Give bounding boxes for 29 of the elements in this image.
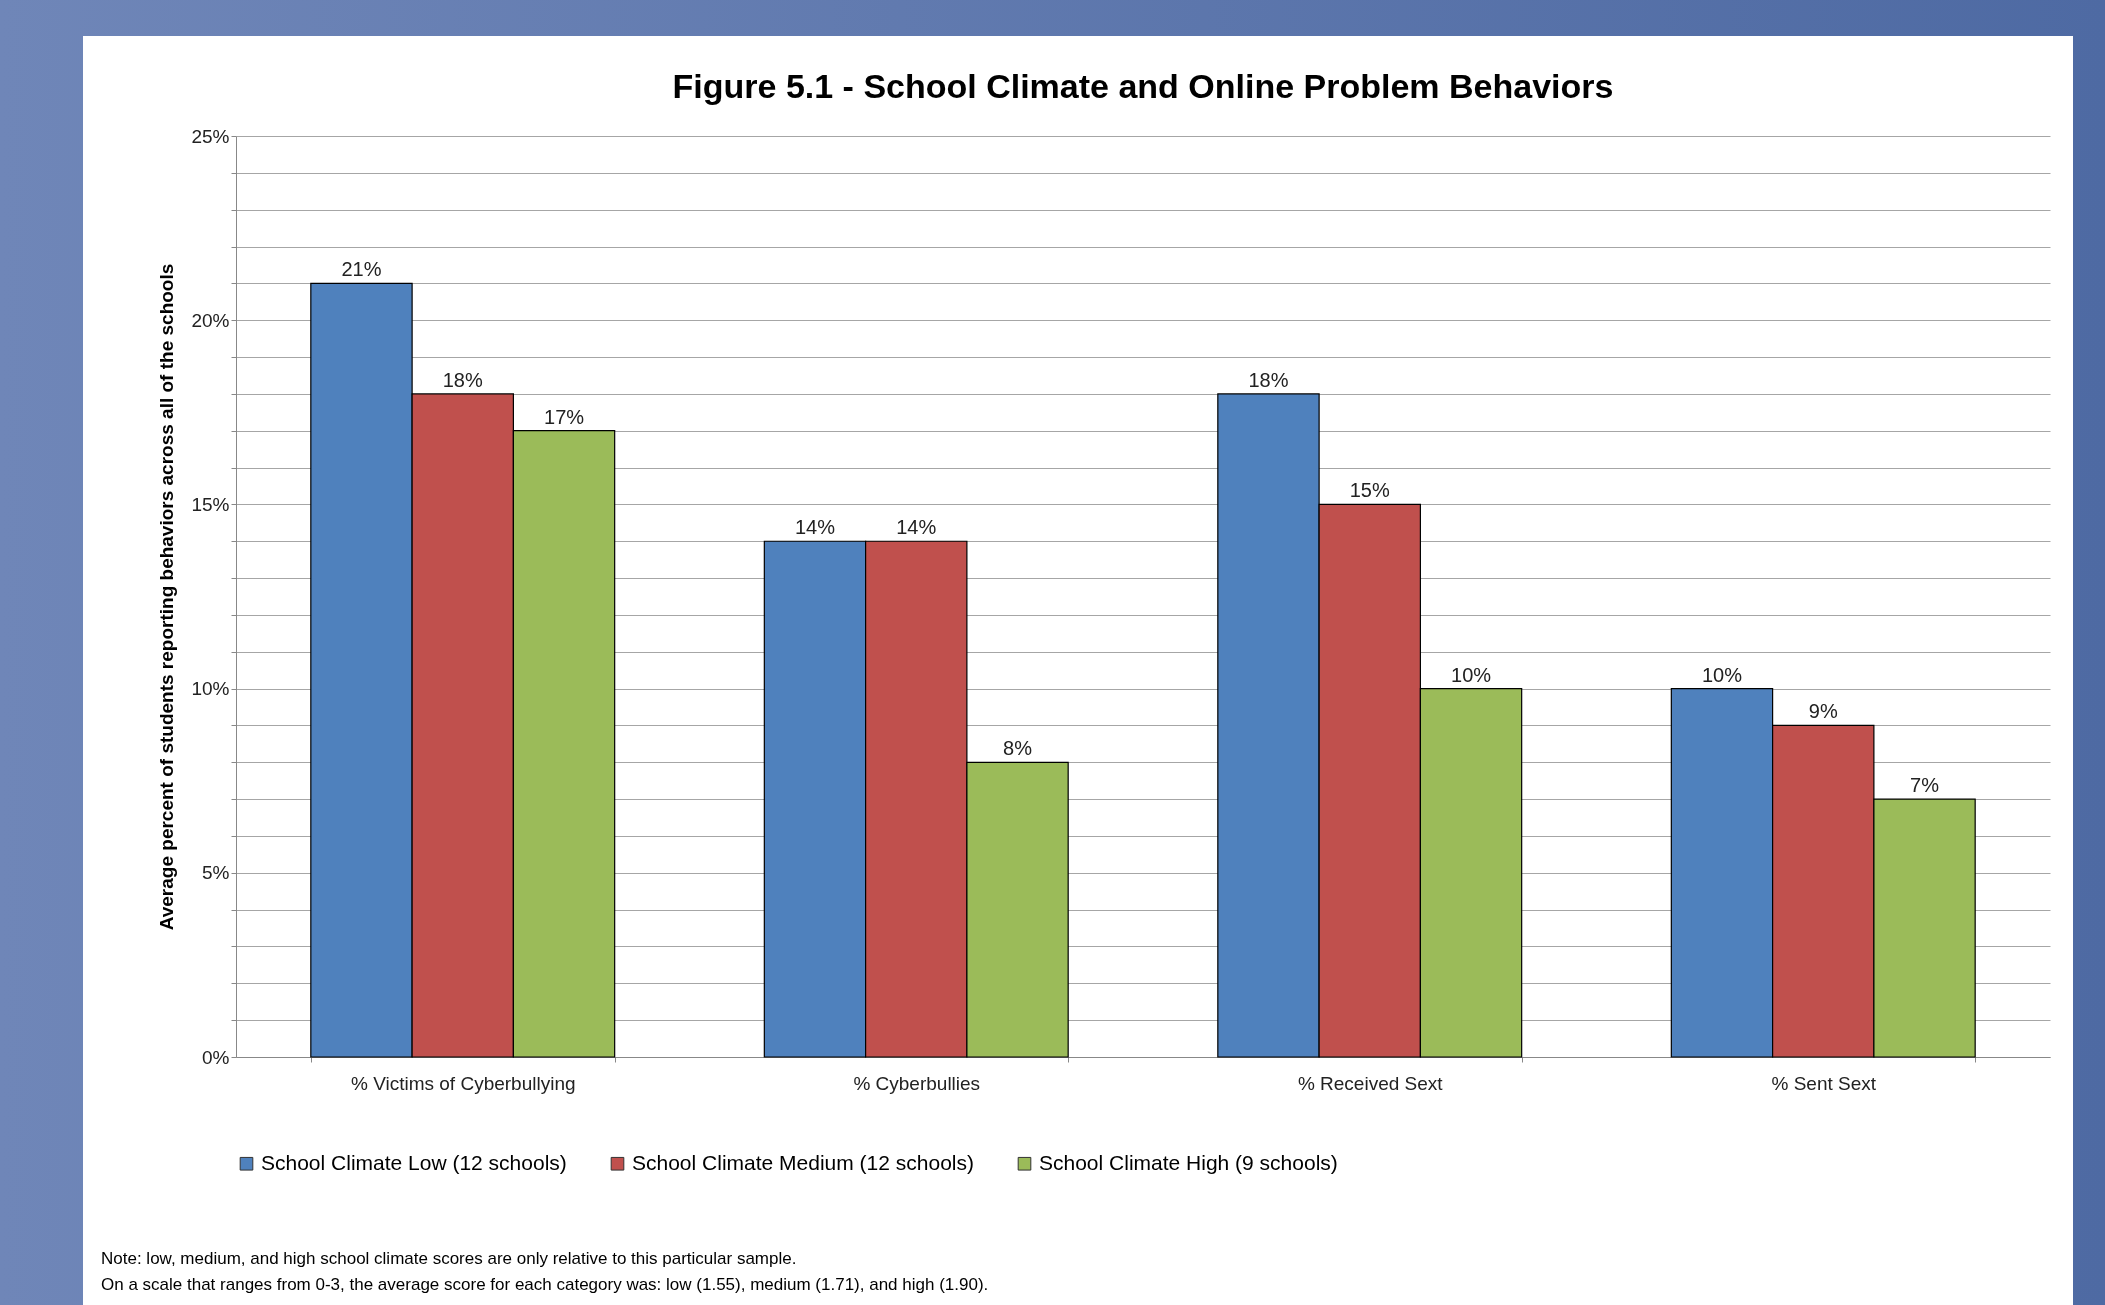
text: On a scale that ranges from 0-3, the average score for each category was: low (1.55), medium (1.71), and high (1.90). bbox=[101, 1274, 989, 1296]
data-label: 10% bbox=[1701, 663, 1743, 686]
x-tick-label: % Victims of Cyberbullying bbox=[350, 1072, 576, 1094]
x-tick-label: % Cyberbullies bbox=[853, 1072, 981, 1094]
data-label: 18% bbox=[442, 368, 483, 391]
x-tick-label: % Sent Sext bbox=[1771, 1072, 1877, 1094]
data-label: 9% bbox=[1808, 700, 1838, 723]
data-label: 21% bbox=[341, 258, 382, 281]
data-label: 14% bbox=[794, 516, 836, 539]
y-tick-label: 25% bbox=[191, 125, 230, 147]
data-label: 8% bbox=[1003, 737, 1033, 760]
y-tick-label: 0% bbox=[202, 1046, 230, 1068]
data-label: 7% bbox=[1910, 774, 1940, 797]
y-tick-label: 5% bbox=[202, 862, 230, 884]
data-label: 15% bbox=[1349, 479, 1390, 502]
y-tick-label: 20% bbox=[191, 309, 230, 331]
y-tick-label: 15% bbox=[191, 493, 230, 515]
data-label: 17% bbox=[544, 405, 585, 428]
data-label: 10% bbox=[1451, 663, 1492, 686]
legend-label: School Climate High (9 schools) bbox=[1039, 1150, 1338, 1174]
data-label: 14% bbox=[896, 516, 937, 539]
chart-title: Figure 5.1 - School Climate and Online Problem Behaviors bbox=[672, 67, 1614, 105]
text: Note: low, medium, and high school climate scores are only relative to this particular sample. bbox=[101, 1248, 798, 1270]
legend-label: School Climate Medium (12 schools) bbox=[632, 1150, 974, 1174]
data-label: 18% bbox=[1248, 368, 1289, 391]
y-tick-label: 10% bbox=[191, 678, 230, 700]
legend-label: School Climate Low (12 schools) bbox=[261, 1150, 567, 1174]
x-tick-label: % Received Sext bbox=[1297, 1072, 1444, 1094]
y-axis-title: Average percent of students reporting behaviors across all of the schools bbox=[156, 263, 178, 931]
